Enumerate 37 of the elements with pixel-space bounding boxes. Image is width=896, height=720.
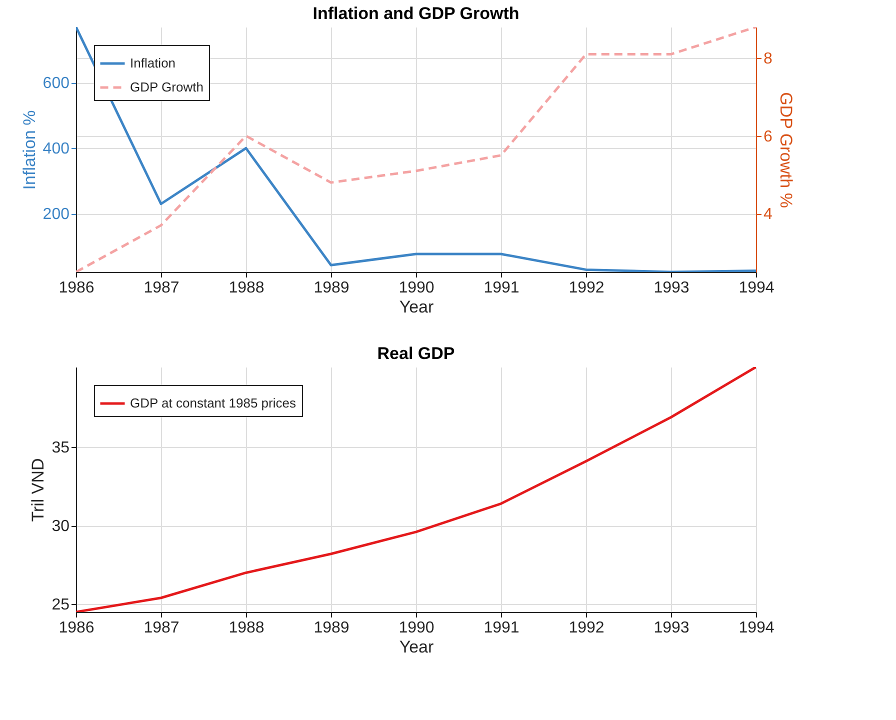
x-tick-label: 1993 (654, 280, 690, 296)
x-tick-label: 1994 (738, 620, 774, 636)
x-tick-label: 1994 (738, 280, 774, 296)
x-tick-label: 1988 (228, 620, 264, 636)
x-tick-label: 1992 (568, 280, 604, 296)
y-axis-title: Tril VND (28, 458, 48, 522)
y2-tick-label: 8 (764, 50, 772, 68)
y-tick-label: 200 (42, 206, 70, 224)
x-tick-label: 1987 (144, 280, 180, 296)
y-tick-label: 600 (42, 75, 70, 92)
x-tick-label: 1990 (398, 620, 434, 636)
chart-title: Inflation and GDP Growth (312, 4, 520, 23)
y-tick-label: 30 (52, 518, 70, 536)
legend-label: GDP Growth (130, 80, 204, 94)
y-tick-label: 25 (52, 596, 70, 614)
legend-label: GDP at constant 1985 prices (130, 396, 296, 410)
x-tick-label: 1986 (58, 620, 94, 636)
y2-tick-label: 6 (764, 128, 772, 146)
x-axis-title: Year (399, 638, 434, 656)
y-tick-label: 400 (42, 140, 70, 158)
x-tick-label: 1992 (568, 620, 604, 636)
x-tick-label: 1988 (228, 280, 264, 296)
x-tick-label: 1989 (314, 280, 350, 296)
x-tick-label: 1986 (58, 280, 94, 296)
legend-label: Inflation (130, 56, 176, 70)
x-axis-title: Year (399, 298, 434, 316)
x-tick-label: 1989 (314, 620, 350, 636)
y-axis-title: Inflation % (20, 110, 39, 190)
x-tick-label: 1993 (654, 620, 690, 636)
y-tick-label: 35 (52, 440, 70, 457)
chart-title: Real GDP (377, 344, 455, 363)
x-tick-label: 1991 (484, 280, 520, 296)
x-tick-label: 1987 (144, 620, 180, 636)
y2-tick-label: 4 (764, 206, 772, 224)
y2-axis-title: GDP Growth % (776, 92, 796, 208)
x-tick-label: 1991 (484, 620, 520, 636)
x-tick-label: 1990 (398, 280, 434, 296)
